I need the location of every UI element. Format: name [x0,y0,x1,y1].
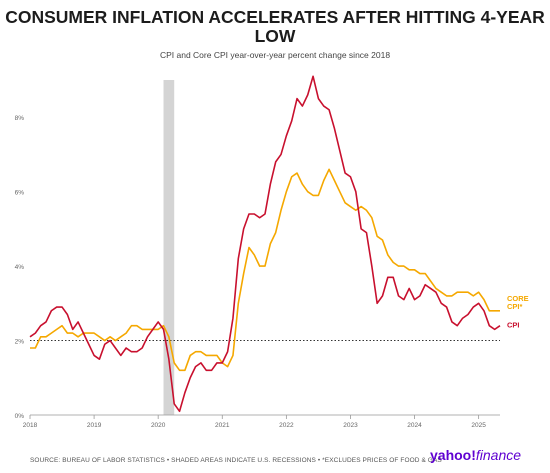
x-tick-label: 2018 [23,422,38,429]
recession-shading [163,80,175,415]
y-axis: 0% 2% 4% 6% 8% [15,115,25,420]
x-tick-label: 2024 [407,422,422,429]
cpi-line [29,75,501,413]
core-cpi-label-line2: CPI* [507,302,523,311]
cpi-label: CPI [507,321,520,330]
y-tick-label: 2% [15,339,25,346]
brand-name: yahoo! [430,447,476,463]
core-cpi-line [30,168,500,372]
y-tick-label: 8% [15,115,25,122]
x-tick-label: 2021 [215,422,230,429]
brand-suffix: finance [475,447,522,463]
x-tick-label: 2020 [151,422,166,429]
core-cpi-label-line1: CORE [507,294,529,303]
source-footnote: SOURCE: BUREAU OF LABOR STATISTICS • SHA… [30,457,442,464]
x-tick-label: 2019 [87,422,102,429]
x-tick-label: 2022 [279,422,294,429]
chart-title: CONSUMER INFLATION ACCELERATES AFTER HIT… [5,7,545,46]
chart-subtitle: CPI and Core CPI year-over-year percent … [159,50,391,60]
y-tick-label: 6% [15,190,25,197]
brand-logo: yahoo!finance [430,447,521,463]
y-tick-label: 0% [15,413,25,420]
y-tick-label: 4% [15,264,25,271]
plot-area [29,75,501,413]
x-axis: 2018 2019 2020 2021 2022 2023 2024 2025 [23,415,486,429]
recession-band [163,80,175,415]
x-tick-label: 2025 [471,422,486,429]
x-tick-label: 2023 [343,422,358,429]
